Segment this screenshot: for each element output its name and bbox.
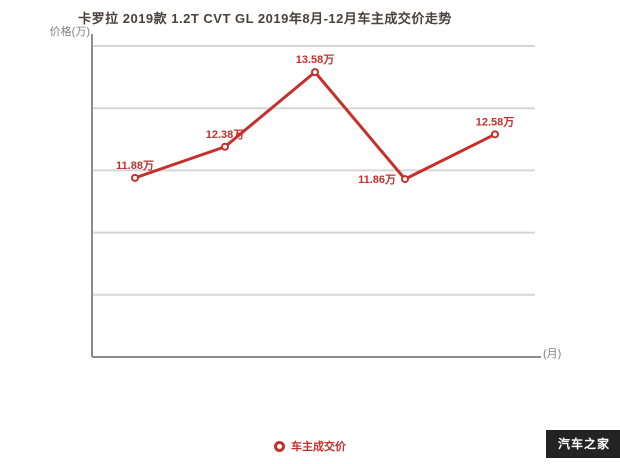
trend-line — [134, 70, 496, 181]
data-point-label: 12.58万 — [476, 115, 515, 128]
data-point — [131, 173, 139, 182]
data-point-label: 12.38万 — [206, 128, 245, 141]
chart-title: 卡罗拉 2019款 1.2T CVT GL 2019年8月-12月车主成交价走势 — [78, 11, 452, 26]
y-axis-unit-label: 价格(万) — [49, 26, 90, 38]
data-point-label: 11.86万 — [358, 173, 396, 186]
data-point-label: 11.88万 — [116, 159, 154, 172]
watermark-logo: 汽车之家 — [545, 430, 620, 458]
data-point — [491, 130, 499, 139]
legend-dot-icon — [274, 440, 285, 452]
legend-label: 车主成交价 — [291, 441, 346, 453]
data-point — [401, 175, 409, 184]
data-point — [311, 68, 319, 77]
x-axis-unit-label: (月) — [543, 348, 562, 360]
chart-legend: 车主成交价 — [0, 438, 620, 454]
data-point — [221, 142, 229, 151]
data-point-label: 13.58万 — [296, 53, 335, 66]
